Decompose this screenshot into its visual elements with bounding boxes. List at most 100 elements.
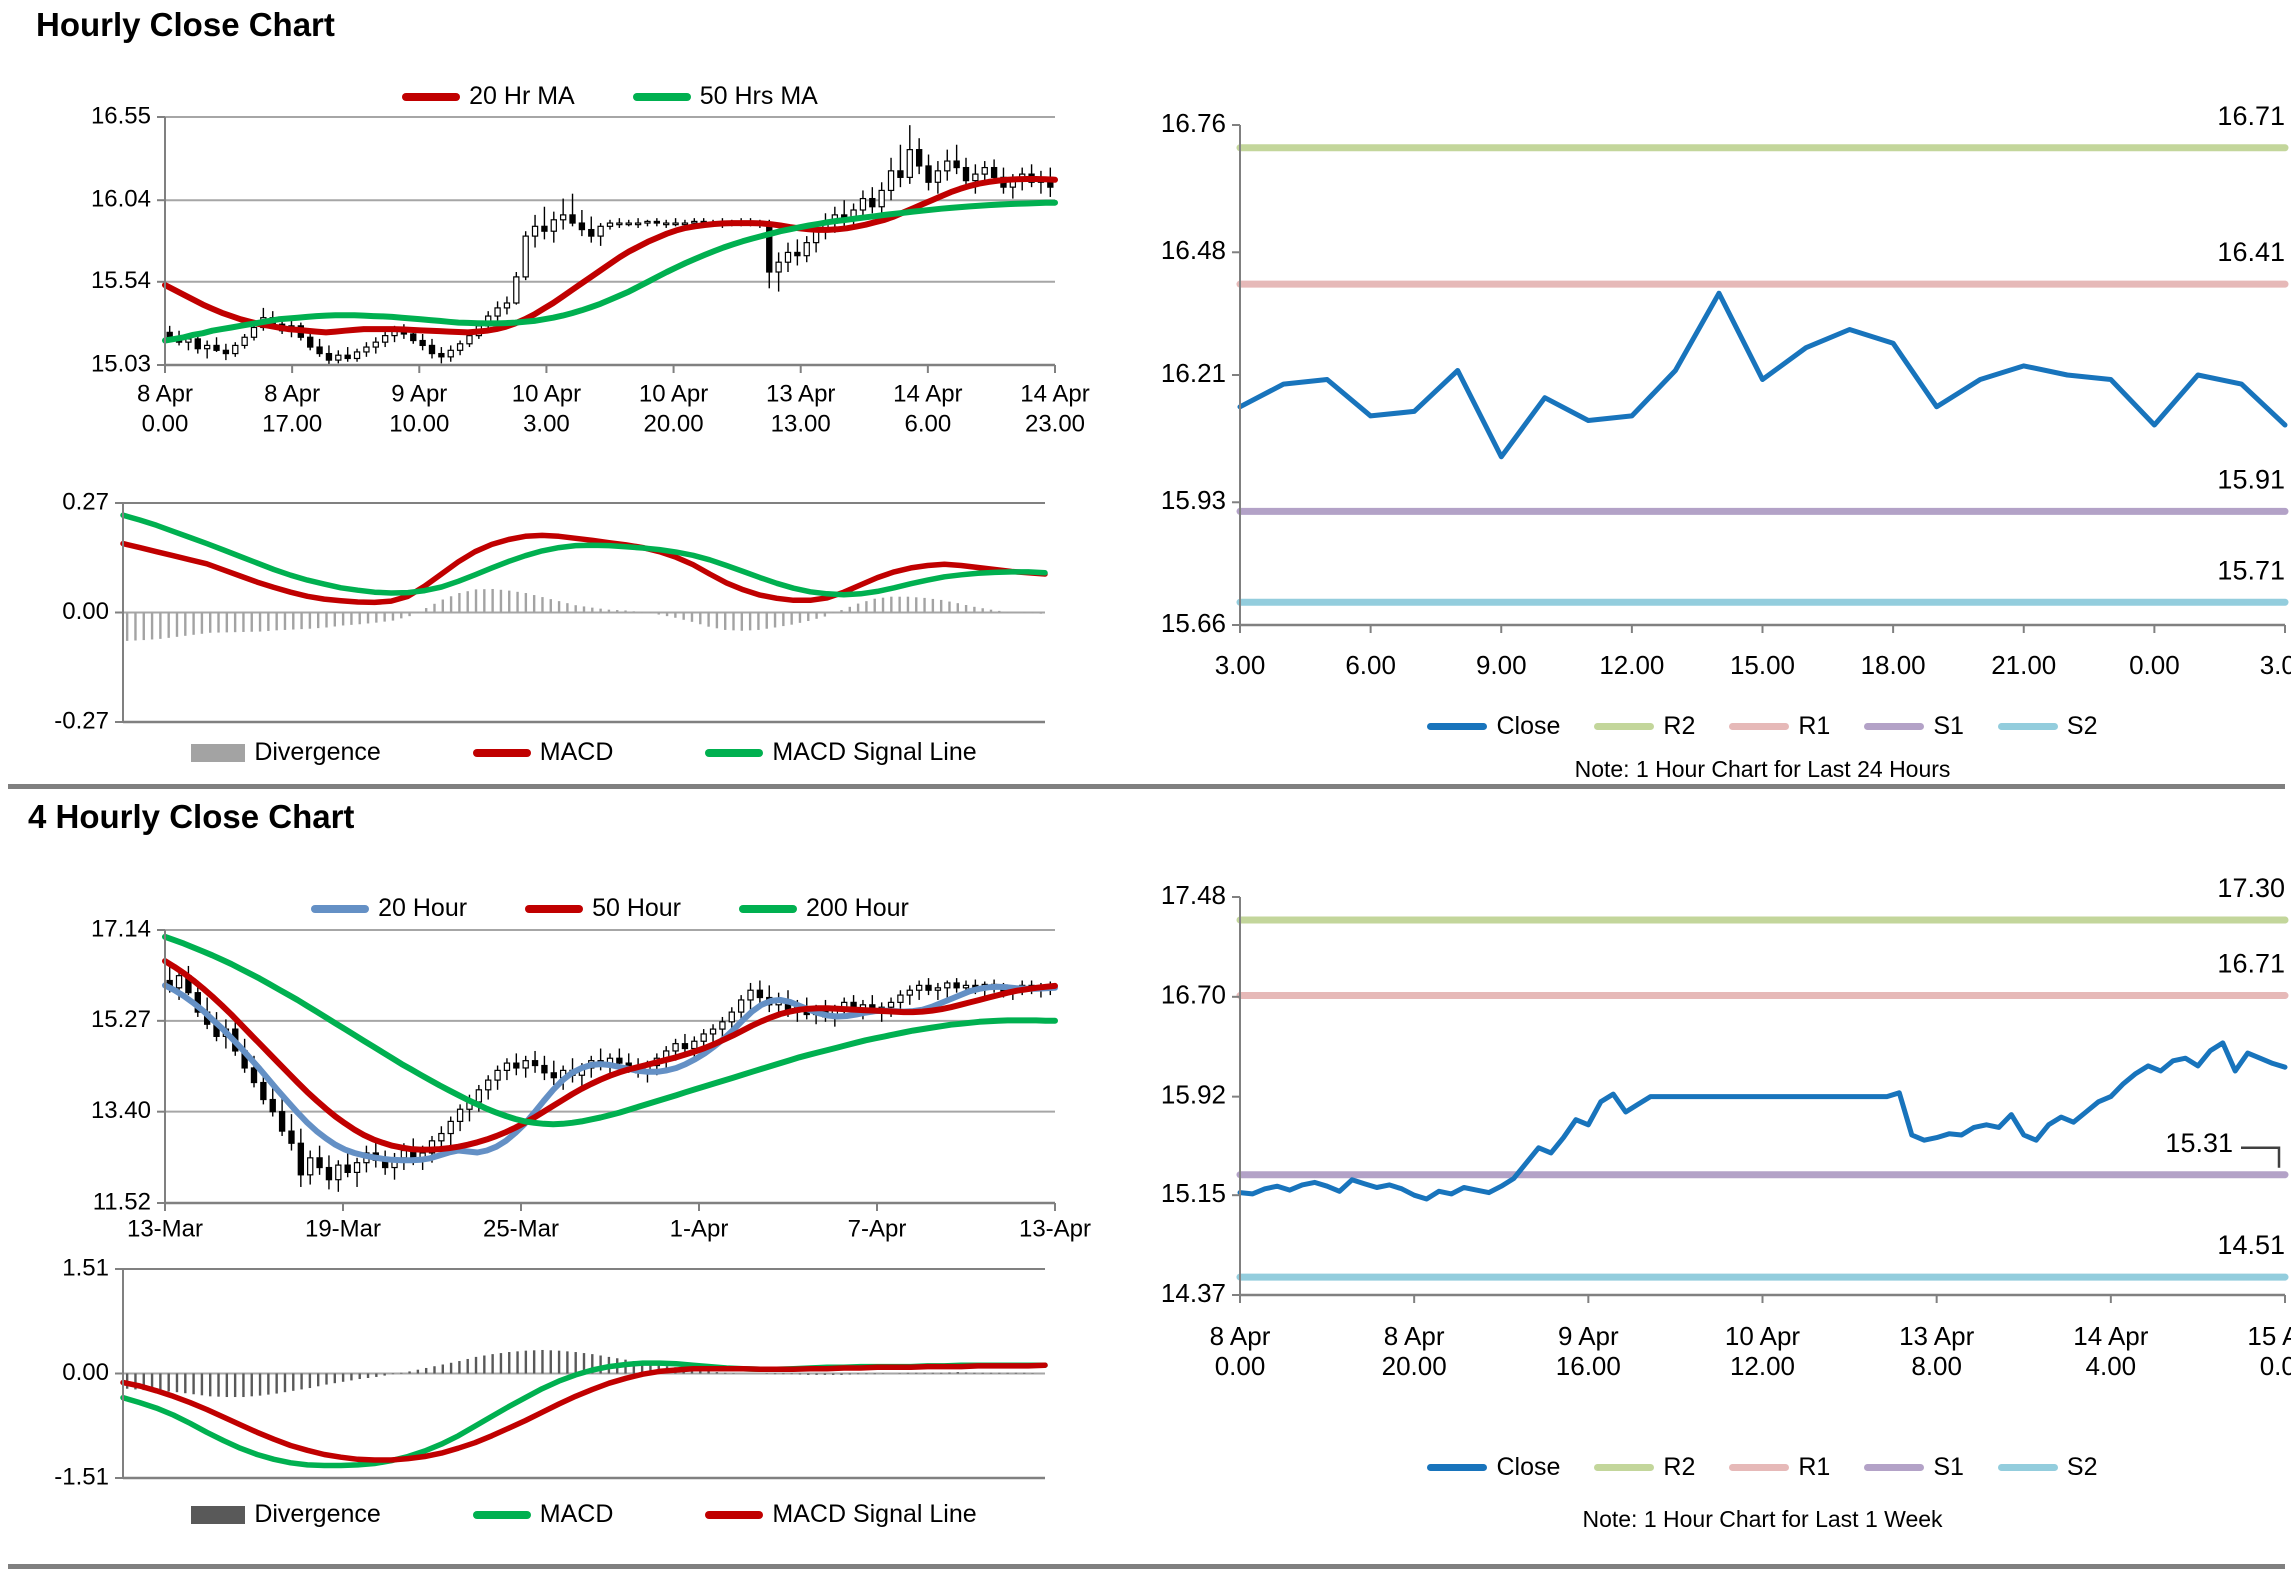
x-tick-label: 13-Mar: [127, 1215, 203, 1242]
legend-item-200hour: 200 Hour: [739, 894, 909, 923]
x-tick-label: 15 Apr: [2247, 1321, 2291, 1351]
series-close: [1237, 1040, 2288, 1202]
legend-label: 20 Hour: [378, 894, 468, 922]
legend-label: Divergence: [254, 738, 381, 766]
x-tick-label: 12.00: [1730, 1351, 1795, 1381]
y-tick-label: 15.66: [1161, 608, 1226, 638]
legend-item-s1: S1: [1864, 712, 1964, 741]
s1-swatch-icon: [1864, 1464, 1925, 1471]
section-divider: [8, 784, 2285, 789]
legend-item-s2: S2: [1997, 1453, 2098, 1482]
four-hourly-ma-legend: 20 Hour 50 Hour 200 Hour: [165, 894, 1055, 923]
x-tick-label: 6.00: [904, 410, 951, 437]
x-tick-label: 7-Apr: [848, 1215, 907, 1242]
legend-item-divergence: Divergence: [191, 1500, 381, 1529]
x-tick-label: 14 Apr: [2073, 1321, 2149, 1351]
legend-item-20hr-ma: 20 Hr MA: [402, 82, 575, 111]
y-tick-label: 15.03: [91, 350, 151, 377]
level-label-R2: 17.30: [2217, 873, 2285, 903]
legend-label: 20 Hr MA: [469, 82, 575, 110]
week-pivot-note: Note: 1 Hour Chart for Last 1 Week: [1582, 1506, 1943, 1532]
x-tick-label: 1-Apr: [670, 1215, 729, 1242]
y-tick-label: 11.52: [93, 1188, 151, 1215]
y-tick-label: -1.51: [54, 1463, 109, 1490]
x-tick-label: 21.00: [1991, 650, 2056, 680]
x-tick-label: 13 Apr: [1899, 1321, 1975, 1351]
y-tick-label: 15.54: [91, 267, 151, 294]
y-tick-label: 13.40: [91, 1097, 151, 1124]
x-tick-label: 0.00: [2129, 650, 2180, 680]
x-tick-label: 17.00: [262, 410, 322, 437]
series-50-hrs-ma: [162, 199, 1058, 344]
legend-label: 200 Hour: [806, 894, 909, 922]
series-200-hour: [162, 933, 1058, 1128]
legend-item-s2: S2: [1997, 712, 2098, 741]
ma-50hour-swatch-icon: [525, 904, 584, 913]
x-tick-label: 10 Apr: [1725, 1321, 1801, 1351]
r2-swatch-icon: [1594, 723, 1655, 730]
x-tick-label: 15.00: [1730, 650, 1795, 680]
close-swatch-icon: [1427, 723, 1488, 730]
x-tick-label: 10.00: [389, 410, 449, 437]
legend-label: S1: [1933, 712, 1964, 740]
week-pivot-chart: 17.30 16.71 15.31 14.51 17.48 16.70 15.92 15.15…: [1161, 873, 2291, 1381]
x-tick-label: 9 Apr: [1558, 1321, 1619, 1351]
x-tick-label: 6.00: [1345, 650, 1396, 680]
x-tick-label: 19-Mar: [305, 1215, 381, 1242]
level-label-R2: 16.71: [2217, 101, 2285, 131]
x-tick-label: 25-Mar: [483, 1215, 559, 1242]
y-tick-label: 15.27: [91, 1006, 151, 1033]
legend-label: MACD Signal Line: [772, 738, 977, 766]
y-tick-label: 1.51: [62, 1254, 109, 1281]
x-tick-label: 13 Apr: [766, 380, 835, 407]
x-tick-label: 8 Apr: [137, 380, 193, 407]
y-tick-label: 0.27: [62, 488, 109, 515]
x-tick-label: 0.00: [2260, 1351, 2291, 1381]
level-label-S1: 15.91: [2217, 464, 2285, 494]
legend-label: Divergence: [254, 1500, 381, 1528]
level-label-S2: 15.71: [2217, 555, 2285, 585]
x-tick-label: 20.00: [1382, 1351, 1447, 1381]
legend-item-macd: MACD: [472, 738, 614, 767]
day-pivot-legend: Close R2 R1 S1 S2: [1240, 712, 2285, 741]
legend-label: MACD: [539, 738, 614, 766]
y-tick-label: 15.15: [1161, 1178, 1226, 1208]
level-label-R1: 16.41: [2217, 237, 2285, 267]
legend-label: R1: [1798, 1453, 1831, 1481]
ma-200hour-swatch-icon: [739, 904, 798, 913]
x-tick-label: 8 Apr: [1210, 1321, 1271, 1351]
legend-item-r1: R1: [1729, 712, 1830, 741]
y-tick-label: 16.70: [1161, 980, 1226, 1010]
legend-item-macd-signal: MACD Signal Line: [705, 738, 977, 767]
x-tick-label: 18.00: [1861, 650, 1926, 680]
r1-swatch-icon: [1729, 723, 1790, 730]
hourly-macd-chart: 0.27 0.00 -0.27: [54, 488, 1048, 734]
y-tick-label: 16.48: [1161, 235, 1226, 265]
y-tick-label: 16.55: [91, 102, 151, 129]
s2-swatch-icon: [1997, 723, 2058, 730]
series-macd: [120, 1360, 1048, 1469]
hourly-macd-legend: Divergence MACD MACD Signal Line: [123, 738, 1045, 767]
hourly-price-chart: 16.55 16.04 15.54 15.03 8 Apr 0.00 8 Apr 17.00 9…: [91, 102, 1090, 437]
level-label-S1: 15.31: [2165, 1128, 2233, 1158]
x-tick-label: 4.00: [2086, 1351, 2137, 1381]
series-50-hour: [162, 958, 1058, 1153]
legend-item-macd-signal: MACD Signal Line: [705, 1500, 977, 1529]
legend-item-20hour: 20 Hour: [311, 894, 467, 923]
legend-label: R2: [1663, 712, 1696, 740]
legend-label: S2: [2066, 1453, 2098, 1481]
legend-label: 50 Hour: [592, 894, 682, 922]
level-callout: [2241, 1146, 2281, 1168]
x-tick-label: 20.00: [644, 410, 704, 437]
legend-item-r2: R2: [1594, 1453, 1695, 1482]
hourly-section-title: Hourly Close Chart: [36, 6, 335, 43]
divergence-swatch-icon: [191, 1505, 246, 1524]
x-tick-label: 9 Apr: [391, 380, 447, 407]
x-tick-label: 8.00: [1911, 1351, 1962, 1381]
x-tick-label: 13.00: [771, 410, 831, 437]
legend-item-50hrs-ma: 50 Hrs MA: [632, 82, 818, 111]
x-tick-label: 3.00: [523, 410, 570, 437]
